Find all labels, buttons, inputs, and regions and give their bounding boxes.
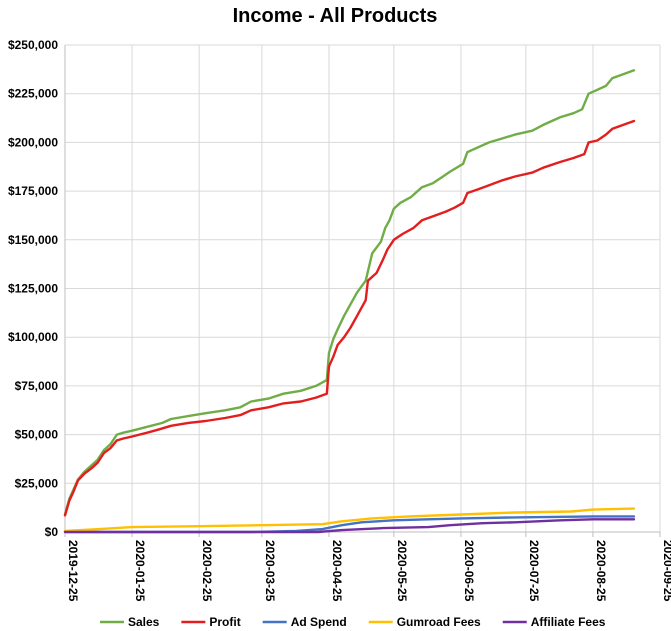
y-tick-label: $75,000 [15,379,59,393]
gridlines [65,44,661,532]
series-line-profit [63,119,636,517]
x-tick-label: 2020-01-25 [133,540,147,602]
y-tick-label: $150,000 [8,233,58,247]
series-line-sales [63,69,636,516]
y-tick-label: $225,000 [8,87,58,101]
y-axis-ticks: $0 $25,000 $50,000 $75,000 $100,000 $125,000 $… [8,38,58,539]
x-tick-label: 2020-02-25 [200,540,214,602]
y-tick-label: $200,000 [8,135,58,149]
series-line-affiliate-fees [63,518,636,534]
legend-label-sales: Sales [128,615,160,629]
x-tick-label: 2020-08-25 [594,540,608,602]
legend-label-ad-spend: Ad Spend [291,615,347,629]
y-tick-label: $125,000 [8,282,58,296]
x-tick-label: 2020-03-25 [263,540,277,602]
x-tick-label: 2019-12-25 [66,540,80,602]
series-lines [63,69,636,534]
y-tick-label: $250,000 [8,38,58,52]
legend-label-affiliate-fees: Affiliate Fees [531,615,606,629]
x-tick-label: 2020-04-25 [330,540,344,602]
axes [64,45,661,537]
legend-label-profit: Profit [209,615,240,629]
y-tick-label: $175,000 [8,184,58,198]
x-tick-label: 2020-07-25 [527,540,541,602]
x-tick-label: 2020-06-25 [462,540,476,602]
legend: Sales Profit Ad Spend Gumroad Fees Affiliate… [100,615,606,629]
y-tick-label: $25,000 [15,476,59,490]
chart-title: Income - All Products [233,5,438,27]
legend-label-gumroad-fees: Gumroad Fees [397,615,481,629]
x-tick-label: 2020-09-25 [661,540,671,602]
y-tick-label: $100,000 [8,330,58,344]
y-tick-label: $50,000 [15,428,59,442]
x-axis-ticks: 2019-12-25 2020-01-25 2020-02-25 2020-03-25… [66,540,671,602]
x-tick-label: 2020-05-25 [395,540,409,602]
y-tick-label: $0 [45,525,59,539]
series-line-gumroad-fees [63,507,636,533]
